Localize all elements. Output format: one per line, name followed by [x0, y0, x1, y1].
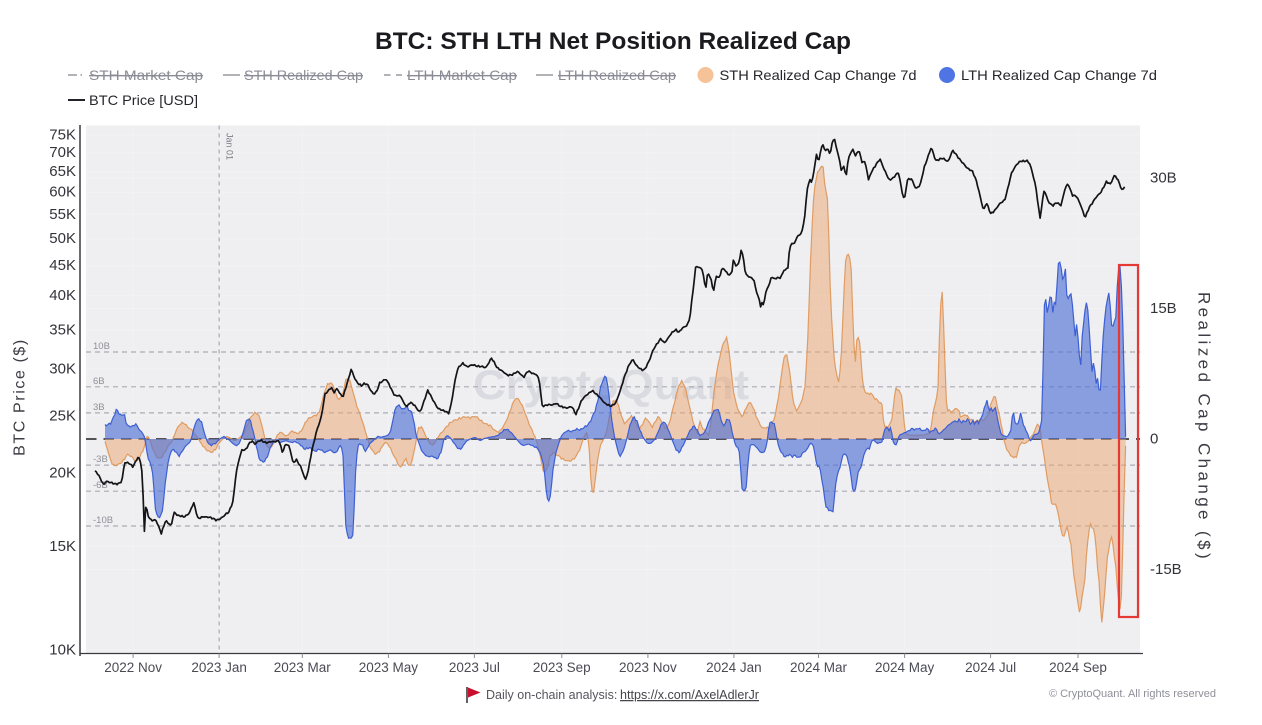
svg-text:2024 Mar: 2024 Mar	[790, 660, 848, 675]
svg-text:LTH Realized Cap Change 7d: LTH Realized Cap Change 7d	[961, 67, 1157, 83]
svg-text:10K: 10K	[49, 642, 76, 659]
svg-text:2023 Jan: 2023 Jan	[191, 660, 247, 675]
svg-text:2022 Nov: 2022 Nov	[104, 660, 162, 675]
svg-text:70K: 70K	[49, 144, 76, 161]
svg-text:30K: 30K	[49, 361, 76, 378]
svg-text:2024 Sep: 2024 Sep	[1049, 660, 1107, 675]
svg-text:BTC Price [USD]: BTC Price [USD]	[89, 92, 198, 108]
svg-text:2023 Sep: 2023 Sep	[533, 660, 591, 675]
svg-text:0: 0	[1150, 431, 1158, 448]
svg-text:2024 May: 2024 May	[875, 660, 935, 675]
svg-text:2024 Jan: 2024 Jan	[706, 660, 762, 675]
svg-text:45K: 45K	[49, 257, 76, 274]
svg-text:30B: 30B	[1150, 170, 1177, 187]
svg-text:Jan 01: Jan 01	[225, 133, 235, 160]
svg-text:2023 Jul: 2023 Jul	[449, 660, 500, 675]
svg-text:https://x.com/AxelAdlerJr: https://x.com/AxelAdlerJr	[620, 688, 759, 702]
svg-text:LTH Realized Cap: LTH Realized Cap	[558, 67, 676, 83]
svg-text:2023 Mar: 2023 Mar	[274, 660, 332, 675]
svg-text:Daily on-chain analysis:: Daily on-chain analysis:	[486, 688, 617, 702]
svg-text:© CryptoQuant. All rights rese: © CryptoQuant. All rights reserved	[1049, 688, 1216, 700]
svg-text:65K: 65K	[49, 163, 76, 180]
svg-text:STH Realized Cap: STH Realized Cap	[244, 67, 363, 83]
svg-text:-6B: -6B	[93, 480, 108, 491]
svg-text:75K: 75K	[49, 127, 76, 144]
svg-text:2023 May: 2023 May	[359, 660, 419, 675]
svg-text:BTC Price ($): BTC Price ($)	[12, 338, 29, 456]
svg-text:35K: 35K	[49, 321, 76, 338]
svg-text:3B: 3B	[93, 402, 105, 413]
svg-text:-3B: -3B	[93, 454, 108, 465]
svg-text:25K: 25K	[49, 407, 76, 424]
svg-text:-10B: -10B	[93, 515, 113, 526]
svg-text:40K: 40K	[49, 287, 76, 304]
svg-text:LTH Market Cap: LTH Market Cap	[407, 67, 517, 83]
svg-text:10B: 10B	[93, 341, 110, 352]
svg-text:60K: 60K	[49, 184, 76, 201]
svg-text:15K: 15K	[49, 538, 76, 555]
svg-text:15B: 15B	[1150, 300, 1177, 317]
svg-text:2023 Nov: 2023 Nov	[619, 660, 677, 675]
svg-text:50K: 50K	[49, 230, 76, 247]
svg-text:Realized Cap Change ($): Realized Cap Change ($)	[1195, 292, 1214, 562]
svg-text:2024 Jul: 2024 Jul	[965, 660, 1016, 675]
svg-text:STH Market Cap: STH Market Cap	[89, 67, 203, 83]
svg-text:55K: 55K	[49, 206, 76, 223]
svg-text:STH Realized Cap Change 7d: STH Realized Cap Change 7d	[720, 67, 917, 83]
svg-text:BTC: STH LTH Net Position Real: BTC: STH LTH Net Position Realized Cap	[375, 28, 851, 55]
svg-text:-15B: -15B	[1150, 561, 1182, 578]
svg-text:20K: 20K	[49, 464, 76, 481]
svg-text:6B: 6B	[93, 376, 105, 387]
